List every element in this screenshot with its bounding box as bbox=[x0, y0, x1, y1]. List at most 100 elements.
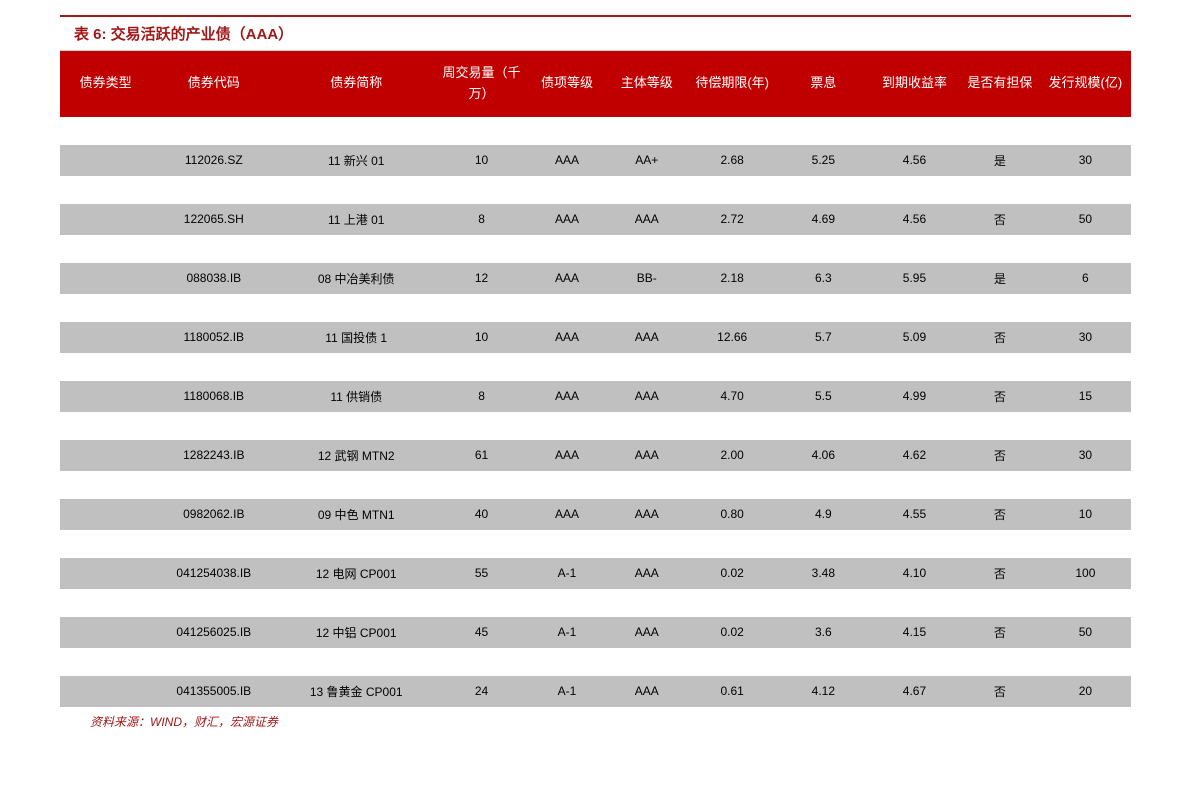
spacer-row bbox=[60, 176, 1131, 204]
table-cell: 否 bbox=[960, 440, 1040, 471]
table-cell: AAA bbox=[607, 558, 687, 589]
spacer-cell bbox=[60, 648, 1131, 676]
table-cell bbox=[60, 499, 151, 530]
spacer-cell bbox=[60, 412, 1131, 440]
table-cell: AAA bbox=[527, 381, 607, 412]
table-cell: 1180052.IB bbox=[151, 322, 276, 353]
table-cell: 61 bbox=[436, 440, 527, 471]
table-cell: 122065.SH bbox=[151, 204, 276, 235]
table-cell: AAA bbox=[607, 381, 687, 412]
table-cell: 0.80 bbox=[687, 499, 778, 530]
table-cell: 否 bbox=[960, 499, 1040, 530]
table-cell: 11 国投债 1 bbox=[276, 322, 436, 353]
table-cell: 15 bbox=[1040, 381, 1131, 412]
table-cell: 11 上港 01 bbox=[276, 204, 436, 235]
table-cell: 6.3 bbox=[778, 263, 869, 294]
spacer-row bbox=[60, 530, 1131, 558]
table-cell: 11 供销债 bbox=[276, 381, 436, 412]
table-cell: 30 bbox=[1040, 440, 1131, 471]
source-note: 资料来源：WIND，财汇，宏源证券 bbox=[60, 713, 1131, 730]
table-cell: 12.66 bbox=[687, 322, 778, 353]
table-row: 112026.SZ11 新兴 0110AAAAA+2.685.254.56是30 bbox=[60, 145, 1131, 176]
spacer-row bbox=[60, 648, 1131, 676]
table-title-bar: 表 6: 交易活跃的产业债（AAA） bbox=[60, 15, 1131, 51]
table-cell: 4.67 bbox=[869, 676, 960, 707]
table-cell: 12 电网 CP001 bbox=[276, 558, 436, 589]
spacer-row bbox=[60, 117, 1131, 145]
header-bond-type: 债券类型 bbox=[60, 51, 151, 117]
table-row: 088038.IB08 中冶美利债12AAABB-2.186.35.95是6 bbox=[60, 263, 1131, 294]
table-row: 041256025.IB12 中铝 CP00145A-1AAA0.023.64.… bbox=[60, 617, 1131, 648]
spacer-cell bbox=[60, 117, 1131, 145]
table-cell: 6 bbox=[1040, 263, 1131, 294]
table-cell bbox=[60, 676, 151, 707]
table-cell: 112026.SZ bbox=[151, 145, 276, 176]
table-cell: 088038.IB bbox=[151, 263, 276, 294]
table-cell bbox=[60, 263, 151, 294]
header-guarantee: 是否有担保 bbox=[960, 51, 1040, 117]
table-row: 041254038.IB12 电网 CP00155A-1AAA0.023.484… bbox=[60, 558, 1131, 589]
spacer-row bbox=[60, 235, 1131, 263]
table-cell: AAA bbox=[607, 322, 687, 353]
table-cell: 5.09 bbox=[869, 322, 960, 353]
table-cell: 是 bbox=[960, 263, 1040, 294]
table-cell: 5.7 bbox=[778, 322, 869, 353]
spacer-row bbox=[60, 353, 1131, 381]
spacer-cell bbox=[60, 353, 1131, 381]
table-cell: 10 bbox=[1040, 499, 1131, 530]
spacer-cell bbox=[60, 235, 1131, 263]
table-cell: AAA bbox=[527, 145, 607, 176]
table-row: 0982062.IB09 中色 MTN140AAAAAA0.804.94.55否… bbox=[60, 499, 1131, 530]
table-cell: 13 鲁黄金 CP001 bbox=[276, 676, 436, 707]
bond-data-table: 债券类型 债券代码 债券简称 周交易量（千万） 债项等级 主体等级 待偿期限(年… bbox=[60, 51, 1131, 707]
table-cell: AAA bbox=[607, 204, 687, 235]
table-cell: AA+ bbox=[607, 145, 687, 176]
table-cell: 0.02 bbox=[687, 617, 778, 648]
table-header: 债券类型 债券代码 债券简称 周交易量（千万） 债项等级 主体等级 待偿期限(年… bbox=[60, 51, 1131, 117]
header-issuer-rating: 主体等级 bbox=[607, 51, 687, 117]
table-cell: 否 bbox=[960, 381, 1040, 412]
table-cell: AAA bbox=[527, 322, 607, 353]
table-cell: 5.95 bbox=[869, 263, 960, 294]
table-cell: AAA bbox=[607, 617, 687, 648]
header-yield: 到期收益率 bbox=[869, 51, 960, 117]
table-cell: 08 中冶美利债 bbox=[276, 263, 436, 294]
table-cell: 8 bbox=[436, 381, 527, 412]
spacer-row bbox=[60, 412, 1131, 440]
table-cell: AAA bbox=[527, 204, 607, 235]
spacer-cell bbox=[60, 471, 1131, 499]
spacer-cell bbox=[60, 294, 1131, 322]
table-cell: 8 bbox=[436, 204, 527, 235]
table-cell bbox=[60, 381, 151, 412]
table-cell: 30 bbox=[1040, 145, 1131, 176]
table-cell: 3.6 bbox=[778, 617, 869, 648]
table-cell bbox=[60, 617, 151, 648]
table-cell: 2.72 bbox=[687, 204, 778, 235]
spacer-cell bbox=[60, 589, 1131, 617]
table-cell: 1180068.IB bbox=[151, 381, 276, 412]
table-cell: 否 bbox=[960, 204, 1040, 235]
table-cell: 10 bbox=[436, 145, 527, 176]
table-title: 表 6: 交易活跃的产业债（AAA） bbox=[74, 26, 293, 43]
header-coupon: 票息 bbox=[778, 51, 869, 117]
table-cell: 041256025.IB bbox=[151, 617, 276, 648]
table-cell: 30 bbox=[1040, 322, 1131, 353]
table-cell: A-1 bbox=[527, 617, 607, 648]
table-cell: 12 中铝 CP001 bbox=[276, 617, 436, 648]
spacer-row bbox=[60, 294, 1131, 322]
table-cell: 4.55 bbox=[869, 499, 960, 530]
table-cell: 1282243.IB bbox=[151, 440, 276, 471]
table-cell: 4.99 bbox=[869, 381, 960, 412]
table-cell: 100 bbox=[1040, 558, 1131, 589]
table-cell: 4.56 bbox=[869, 145, 960, 176]
table-cell bbox=[60, 440, 151, 471]
table-cell: 否 bbox=[960, 676, 1040, 707]
header-bond-rating: 债项等级 bbox=[527, 51, 607, 117]
spacer-row bbox=[60, 471, 1131, 499]
table-cell: 0982062.IB bbox=[151, 499, 276, 530]
header-maturity: 待偿期限(年) bbox=[687, 51, 778, 117]
table-cell: 是 bbox=[960, 145, 1040, 176]
table-row: 1180052.IB11 国投债 110AAAAAA12.665.75.09否3… bbox=[60, 322, 1131, 353]
table-cell: 45 bbox=[436, 617, 527, 648]
table-row: 122065.SH11 上港 018AAAAAA2.724.694.56否50 bbox=[60, 204, 1131, 235]
